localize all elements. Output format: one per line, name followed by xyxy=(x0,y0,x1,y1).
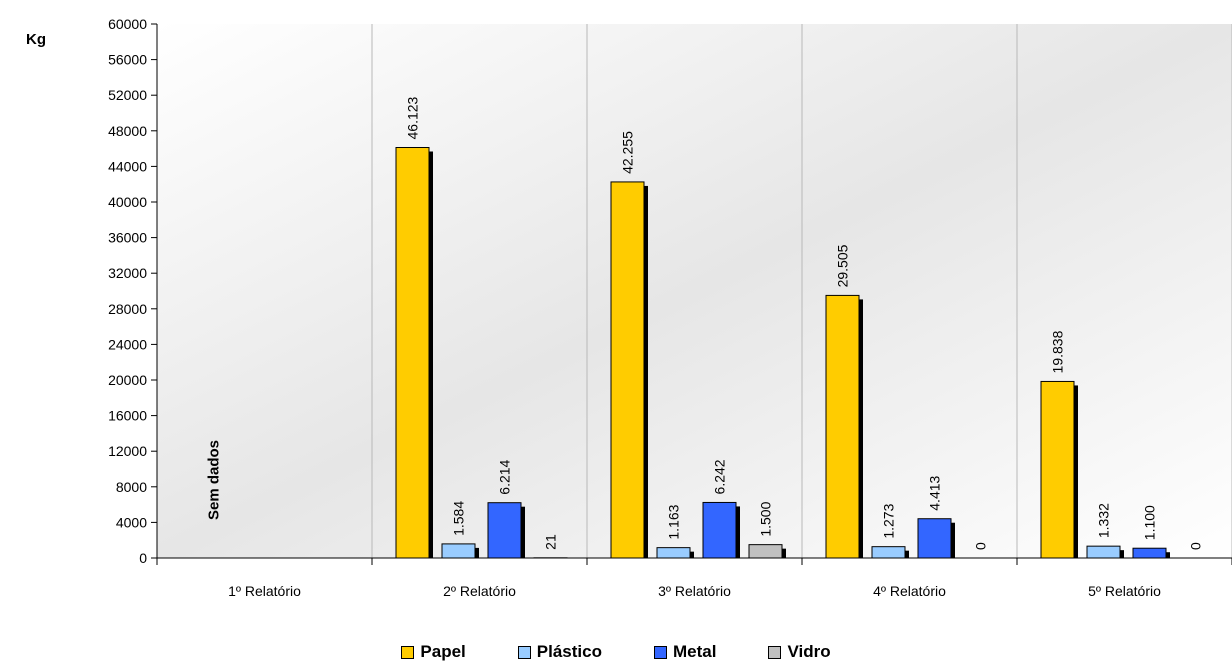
y-tick-label: 40000 xyxy=(108,194,147,210)
legend-label-plastico: Plástico xyxy=(536,642,602,661)
y-tick-label: 16000 xyxy=(108,408,147,424)
y-tick-label: 28000 xyxy=(108,301,147,317)
y-tick-label: 44000 xyxy=(108,158,147,174)
bar-label-vidro: 21 xyxy=(543,534,559,550)
y-tick-label: 20000 xyxy=(108,372,147,388)
y-tick-label: 48000 xyxy=(108,123,147,139)
y-axis: 0 4000 8000 12000 16000 20000 24000 28000 32000 3… xyxy=(108,16,158,566)
legend-item-vidro: Vidro xyxy=(768,640,831,664)
bar-label-papel: 46.123 xyxy=(405,96,421,139)
bar-papel xyxy=(825,294,860,559)
legend-item-papel: Papel xyxy=(401,640,466,664)
y-tick-label: 12000 xyxy=(108,443,147,459)
legend-swatch-papel xyxy=(401,645,415,659)
bar-label-plastico: 1.163 xyxy=(666,504,682,539)
legend-label-vidro: Vidro xyxy=(787,642,831,661)
bar-metal xyxy=(917,518,952,559)
bar-label-metal: 4.413 xyxy=(927,475,943,510)
bar-metal xyxy=(1132,547,1167,559)
bar-plastico xyxy=(871,546,906,559)
annotation-sem-dados: Sem dados xyxy=(206,440,223,520)
y-tick-label: 0 xyxy=(139,550,147,566)
legend-item-plastico: Plástico xyxy=(517,640,602,664)
y-tick-label: 4000 xyxy=(116,514,147,530)
y-tick-label: 52000 xyxy=(108,87,147,103)
x-axis: 1º Relatório 2º Relatório 3º Relatório 4º R… xyxy=(156,557,1232,599)
bar-plastico xyxy=(656,547,691,559)
y-tick-label: 36000 xyxy=(108,230,147,246)
bar-label-plastico: 1.273 xyxy=(881,503,897,538)
legend: Papel Plástico Metal Vidro xyxy=(0,640,1232,664)
y-tick-label: 8000 xyxy=(116,479,147,495)
x-tick-label: 2º Relatório xyxy=(443,583,516,599)
bar-vidro xyxy=(748,544,783,559)
bar-label-metal: 1.100 xyxy=(1142,505,1158,540)
y-tick-label: 24000 xyxy=(108,336,147,352)
bar-papel xyxy=(395,147,430,559)
bar-label-vidro: 1.500 xyxy=(758,501,774,536)
bar-papel xyxy=(610,181,645,559)
bar-label-vidro: 0 xyxy=(973,542,989,550)
bar-plastico xyxy=(1086,545,1121,559)
x-tick-label: 1º Relatório xyxy=(228,583,301,599)
legend-swatch-plastico xyxy=(517,645,531,659)
bar-label-papel: 29.505 xyxy=(835,244,851,287)
bar-metal xyxy=(702,501,737,559)
x-tick-label: 4º Relatório xyxy=(873,583,946,599)
legend-label-metal: Metal xyxy=(672,642,717,661)
legend-item-metal: Metal xyxy=(653,640,717,664)
bar-label-metal: 6.242 xyxy=(712,459,728,494)
y-tick-label: 56000 xyxy=(108,52,147,68)
gridlines xyxy=(371,24,1232,558)
bar-label-plastico: 1.584 xyxy=(451,501,467,536)
bar-label-papel: 42.255 xyxy=(620,131,636,174)
legend-swatch-metal xyxy=(653,645,667,659)
bar-papel xyxy=(1040,380,1075,559)
x-tick-label: 3º Relatório xyxy=(658,583,731,599)
legend-swatch-vidro xyxy=(768,645,782,659)
legend-label-papel: Papel xyxy=(420,642,466,661)
bar-label-papel: 19.838 xyxy=(1050,330,1066,373)
y-tick-label: 60000 xyxy=(108,16,147,32)
bar-label-metal: 6.214 xyxy=(497,459,513,494)
bar-plastico xyxy=(441,543,476,559)
bars xyxy=(395,147,1170,559)
bar-label-plastico: 1.332 xyxy=(1096,503,1112,538)
bar-labels: 46.123 42.255 29.505 19.838 1.584 1.163 1.273 1… xyxy=(405,96,1204,550)
y-tick-label: 32000 xyxy=(108,265,147,281)
x-tick-label: 5º Relatório xyxy=(1088,583,1161,599)
bar-label-vidro: 0 xyxy=(1188,542,1204,550)
bar-metal xyxy=(487,502,522,559)
y-axis-label: Kg xyxy=(26,31,46,48)
